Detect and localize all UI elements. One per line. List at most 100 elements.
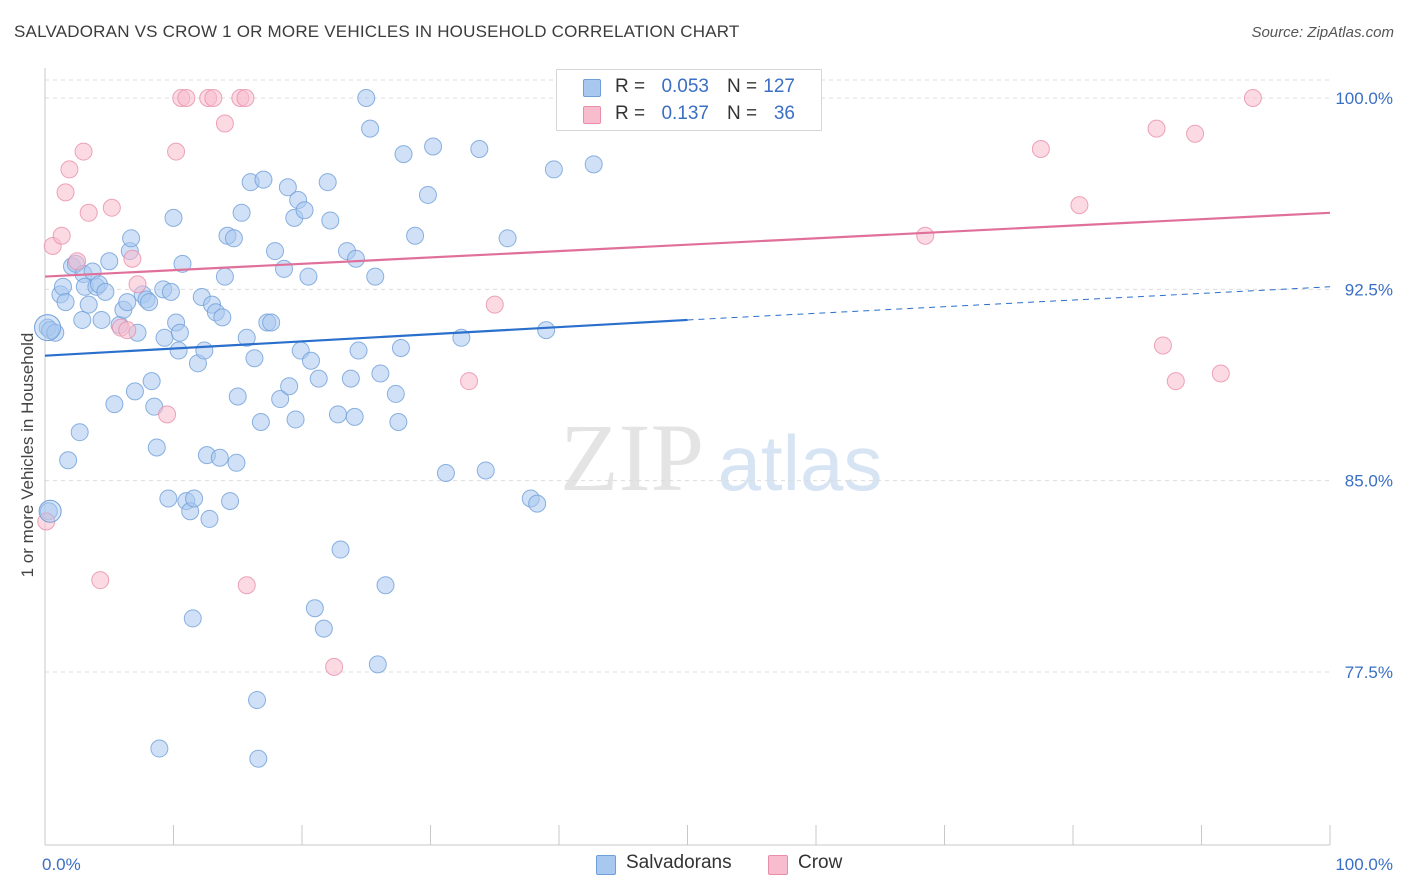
series-legend: Salvadorans Crow bbox=[0, 852, 1406, 878]
watermark-zip: ZIP bbox=[560, 404, 704, 511]
salvadoran-point bbox=[295, 201, 314, 220]
stats-legend: R = 0.053 N = 127 R = 0.137 N = 36 bbox=[556, 69, 822, 131]
salvadoran-point bbox=[305, 599, 324, 618]
legend-row-salvadorans: R = 0.053 N = 127 bbox=[557, 74, 821, 100]
salvadoran-point bbox=[46, 323, 65, 342]
crow-point bbox=[204, 89, 223, 107]
salvadoran-point bbox=[169, 341, 188, 360]
salvadoran-point bbox=[73, 310, 92, 329]
crow-point bbox=[128, 275, 147, 294]
salvadoran-point bbox=[584, 155, 603, 174]
salvadoran-point bbox=[318, 173, 337, 192]
salvadoran-point bbox=[391, 339, 410, 358]
salvadoran-point bbox=[345, 407, 364, 426]
crow-point bbox=[460, 372, 479, 391]
salvadoran-point bbox=[248, 691, 267, 710]
salvadoran-point bbox=[185, 489, 204, 508]
salvadoran-point bbox=[125, 382, 144, 401]
salvadoran-point bbox=[371, 364, 390, 383]
crow-point bbox=[236, 89, 255, 107]
salvadoran-point bbox=[331, 540, 350, 559]
crow-point bbox=[52, 226, 71, 245]
salvadoran-point bbox=[262, 313, 281, 332]
salvadoran-point bbox=[56, 293, 75, 312]
chart-source: Source: ZipAtlas.com bbox=[1251, 24, 1394, 41]
watermark-atlas: atlas bbox=[718, 419, 883, 507]
crow-point bbox=[1031, 140, 1050, 159]
crow-point bbox=[1211, 364, 1230, 383]
trend-lines bbox=[44, 211, 1331, 357]
salvadoran-point bbox=[34, 314, 62, 342]
salvadoran-point bbox=[96, 282, 115, 301]
crow-point bbox=[56, 183, 75, 202]
salvadoran-point bbox=[271, 390, 290, 409]
salvadoran-point bbox=[314, 619, 333, 638]
salvadoran-point bbox=[406, 226, 425, 245]
legend-swatch-blue bbox=[596, 855, 616, 875]
legend-r-value: 0.053 bbox=[661, 76, 709, 97]
y-tick-label: 92.5% bbox=[1345, 280, 1393, 299]
salvadoran-point bbox=[161, 282, 180, 301]
salvadoran-point bbox=[53, 277, 72, 296]
salvadoran-point bbox=[142, 372, 161, 391]
y-tick-label: 85.0% bbox=[1345, 472, 1393, 491]
salvadoran-point bbox=[418, 185, 437, 204]
salvadoran-point bbox=[170, 323, 189, 342]
salvadoran-point bbox=[245, 349, 264, 368]
crow-point bbox=[325, 657, 344, 676]
crow-point bbox=[102, 198, 121, 217]
crow-point bbox=[118, 321, 137, 340]
salvadoran-point bbox=[275, 259, 294, 278]
crow-point bbox=[916, 226, 935, 245]
legend-r-label: R = bbox=[615, 76, 646, 97]
legend-n-value: 127 bbox=[763, 76, 795, 97]
salvadoran-point bbox=[321, 211, 340, 230]
salvadoran-point bbox=[286, 410, 305, 429]
crow-point bbox=[215, 114, 234, 133]
salvadoran-point bbox=[59, 451, 78, 470]
salvadoran-point bbox=[92, 310, 111, 329]
salvadoran-point bbox=[346, 249, 365, 268]
tick-labels: 77.5% 85.0% 92.5% 100.0% 0.0% 100.0% bbox=[42, 89, 1393, 874]
salvadoran-point bbox=[210, 448, 229, 467]
salvadoran-point bbox=[251, 412, 270, 431]
legend-swatch-blue bbox=[583, 79, 601, 97]
salvadoran-point bbox=[376, 576, 395, 595]
crow-point bbox=[1153, 336, 1172, 355]
crow-point bbox=[1243, 89, 1262, 107]
salvadoran-point bbox=[100, 252, 119, 271]
salvadoran-point bbox=[70, 423, 89, 442]
salvadoran-point bbox=[183, 609, 202, 628]
salvadoran-point bbox=[280, 377, 299, 396]
salvadoran-point bbox=[544, 160, 563, 179]
salvadoran-point bbox=[215, 267, 234, 286]
data-points bbox=[34, 89, 1262, 768]
salvadoran-point bbox=[105, 395, 124, 414]
salvadoran-trend-extension bbox=[687, 286, 1331, 321]
grid-lines bbox=[45, 79, 1330, 673]
salvadoran-point bbox=[498, 229, 517, 248]
salvadoran-point bbox=[122, 229, 141, 248]
salvadoran-point bbox=[221, 492, 240, 511]
salvadoran-point bbox=[224, 229, 243, 248]
legend-n-label: N = bbox=[727, 103, 758, 124]
salvadoran-point bbox=[349, 341, 368, 360]
salvadoran-point bbox=[249, 749, 268, 768]
crow-point bbox=[74, 142, 93, 161]
salvadoran-point bbox=[118, 293, 137, 312]
salvadoran-point bbox=[357, 89, 376, 107]
salvadoran-point bbox=[173, 254, 192, 273]
salvadoran-point bbox=[368, 655, 387, 674]
legend-n-label: N = bbox=[727, 76, 758, 97]
crow-point bbox=[1166, 372, 1185, 391]
crow-point bbox=[123, 249, 142, 268]
salvadoran-point bbox=[38, 499, 62, 523]
salvadoran-point bbox=[476, 461, 495, 480]
crow-point bbox=[167, 142, 186, 161]
crow-point bbox=[60, 160, 79, 179]
legend-row-crow: R = 0.137 N = 36 bbox=[557, 101, 821, 127]
salvadoran-point bbox=[228, 387, 247, 406]
crow-trend-line bbox=[44, 211, 1331, 278]
salvadoran-point bbox=[361, 119, 380, 138]
